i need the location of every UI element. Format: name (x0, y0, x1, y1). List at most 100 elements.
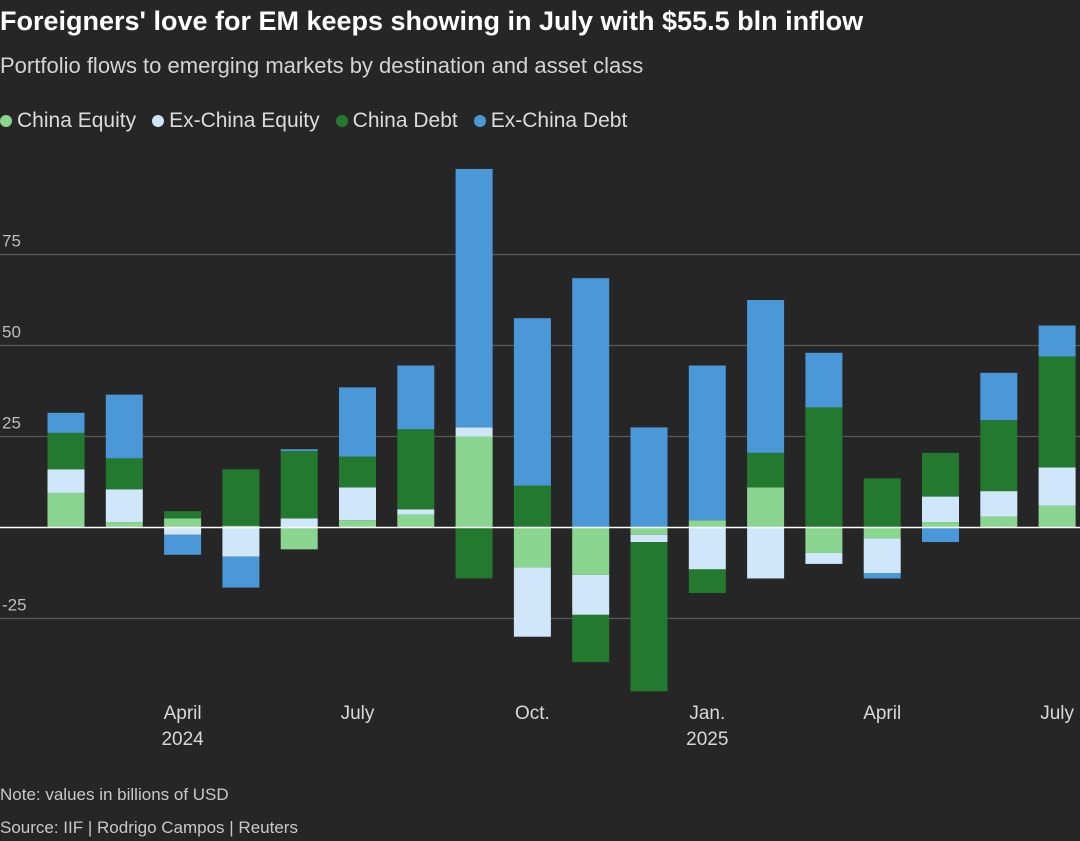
bar-ex-china-debt-2025-06 (980, 372, 1018, 421)
y-tick-label: 50 (2, 323, 21, 342)
chart-title: Foreigners' love for EM keeps showing in… (0, 6, 864, 36)
bar-china-equity-2025-02 (747, 487, 785, 528)
bar-stack-2025-05 (922, 452, 959, 543)
x-tick-label: July (341, 703, 375, 724)
bar-stack-2025-07 (1038, 325, 1076, 528)
bar-china-debt-2024-04 (164, 511, 202, 519)
bar-ex-china-equity-2024-02 (47, 469, 85, 493)
bar-ex-china-equity-2024-10 (513, 567, 551, 637)
bar-stack-2025-06 (980, 372, 1018, 528)
bar-ex-china-equity-2025-02 (747, 527, 785, 579)
bar-china-debt-2024-08 (397, 429, 435, 510)
bar-stack-2025-02 (747, 300, 785, 579)
bar-china-debt-2025-05 (922, 452, 959, 497)
bar-stack-2024-08 (397, 365, 435, 528)
bar-ex-china-equity-2025-01 (688, 527, 726, 570)
bar-china-debt-2024-11 (572, 614, 610, 663)
bar-china-equity-2025-01 (688, 520, 726, 528)
bar-china-equity-2024-08 (397, 514, 435, 528)
bar-ex-china-debt-2024-09 (455, 168, 493, 428)
bar-ex-china-equity-2024-12 (630, 534, 668, 543)
bar-stack-2024-09 (455, 168, 493, 579)
legend-item-china-equity: China Equity (0, 109, 136, 133)
bar-ex-china-debt-2024-04 (164, 534, 202, 555)
bar-china-debt-2025-06 (980, 420, 1018, 492)
x-tick-year-label: 2024 (161, 729, 204, 750)
bar-stack-2024-04 (164, 511, 202, 555)
legend-item-ex-china-debt: Ex-China Debt (473, 109, 628, 133)
legend-swatch-ex-china-equity (152, 115, 165, 127)
bar-china-equity-2024-05 (222, 525, 260, 528)
bar-ex-china-debt-2024-10 (513, 318, 551, 486)
legend-label-ex-china-debt: Ex-China Debt (490, 109, 628, 132)
bar-china-debt-2025-03 (805, 407, 843, 528)
bar-china-debt-2025-04 (863, 478, 901, 528)
legend-swatch-china-equity (0, 115, 12, 127)
bar-ex-china-debt-2024-08 (397, 365, 435, 430)
bar-china-debt-2024-06 (280, 451, 318, 519)
bar-stack-2024-05 (222, 469, 260, 588)
x-tick-label: April (863, 703, 901, 724)
bar-ex-china-debt-2024-06 (280, 449, 318, 452)
x-tick-label: July (1040, 703, 1074, 724)
bar-china-debt-2024-10 (513, 485, 551, 528)
bar-ex-china-equity-2024-09 (455, 427, 493, 437)
y-tick-label: 75 (2, 232, 21, 251)
bar-china-debt-2025-07 (1038, 356, 1076, 468)
legend-label-ex-china-equity: Ex-China Equity (169, 109, 320, 132)
bar-ex-china-debt-2025-02 (747, 300, 785, 453)
bar-china-debt-2024-09 (455, 527, 493, 579)
x-tick-label: April (164, 703, 202, 724)
bar-ex-china-debt-2024-02 (47, 412, 85, 433)
bar-stack-2024-11 (572, 278, 610, 663)
legend-item-china-debt: China Debt (335, 109, 458, 133)
bar-stack-2025-03 (805, 352, 843, 564)
bar-ex-china-equity-2024-06 (280, 518, 318, 528)
y-axis-labels: -25 25 50 75 (2, 232, 27, 615)
y-tick-label: -25 (2, 596, 27, 615)
x-axis-labels: April 2024 July Oct. Jan. 2025 April July (161, 703, 1074, 750)
bar-stack-2024-02 (47, 412, 85, 528)
legend-label-china-debt: China Debt (352, 109, 458, 132)
bar-ex-china-equity-2024-05 (222, 527, 260, 557)
bar-ex-china-equity-2024-11 (572, 574, 610, 615)
bar-china-equity-2025-04 (863, 527, 901, 539)
bar-china-equity-2025-07 (1038, 505, 1076, 528)
bar-ex-china-debt-2024-12 (630, 427, 668, 528)
bar-china-debt-2025-01 (688, 569, 726, 594)
bar-ex-china-equity-2024-04 (164, 527, 202, 535)
bar-ex-china-equity-2025-06 (980, 491, 1018, 517)
chart-source: Source: IIF | Rodrigo Campos | Reuters (0, 818, 298, 837)
bar-ex-china-equity-2025-05 (922, 496, 959, 523)
bar-ex-china-equity-2025-03 (805, 552, 843, 564)
bar-china-equity-2024-02 (47, 492, 85, 528)
bar-ex-china-debt-2025-01 (688, 365, 726, 521)
bar-ex-china-debt-2024-03 (105, 394, 143, 459)
bars (47, 168, 1076, 692)
bar-china-equity-2024-12 (630, 527, 668, 535)
legend-swatch-china-debt (335, 115, 348, 127)
x-tick-label: Jan. (689, 703, 725, 724)
bar-china-equity-2024-04 (164, 518, 202, 528)
bar-china-equity-2025-05 (922, 522, 959, 528)
bar-china-equity-2024-09 (455, 436, 493, 528)
bar-ex-china-debt-2025-04 (863, 573, 901, 579)
bar-china-equity-2025-06 (980, 516, 1018, 528)
bar-stack-2024-06 (280, 449, 318, 550)
bar-ex-china-equity-2025-04 (863, 538, 901, 573)
legend-label-china-equity: China Equity (17, 109, 137, 132)
chart-note: Note: values in billions of USD (0, 785, 229, 804)
chart-subtitle: Portfolio flows to emerging markets by d… (0, 53, 644, 78)
bar-china-equity-2024-06 (280, 527, 318, 550)
x-tick-label: Oct. (515, 703, 550, 724)
bar-ex-china-equity-2024-03 (105, 489, 143, 523)
bar-ex-china-debt-2025-05 (922, 527, 959, 543)
bar-china-equity-2024-10 (513, 527, 551, 568)
bar-stack-2025-04 (863, 478, 901, 579)
bar-ex-china-equity-2024-08 (397, 509, 435, 515)
bar-stack-2024-07 (339, 387, 376, 528)
bar-stack-2024-12 (630, 427, 668, 692)
bar-china-debt-2024-12 (630, 542, 668, 692)
bar-ex-china-debt-2025-07 (1038, 325, 1076, 357)
